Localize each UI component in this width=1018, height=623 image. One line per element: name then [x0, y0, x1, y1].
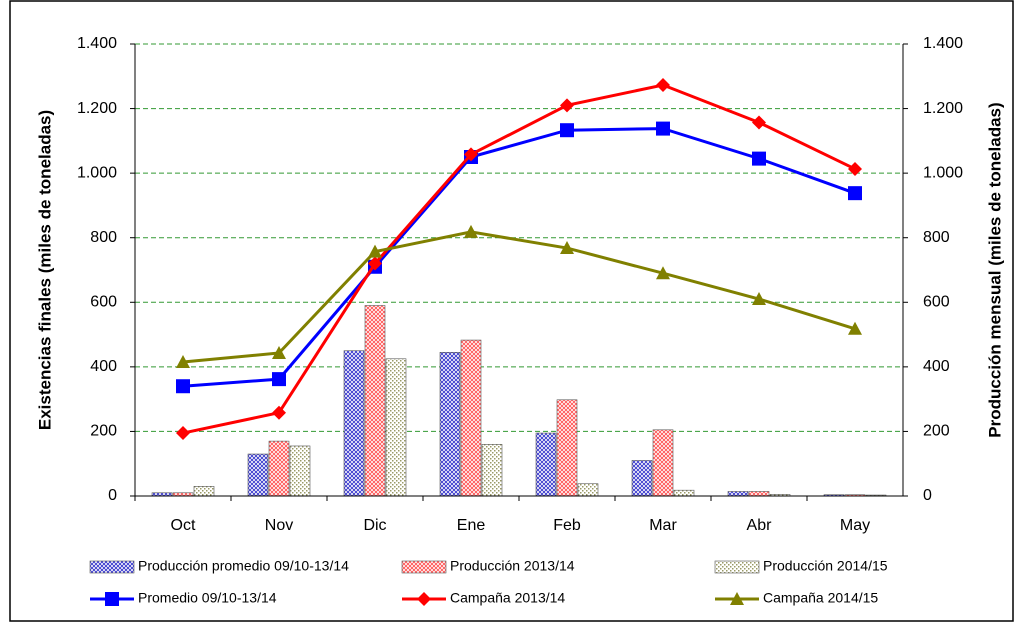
y-tick-label: 0: [108, 487, 117, 504]
bar: [439, 352, 461, 497]
point: [272, 405, 286, 420]
bar: [481, 444, 503, 497]
x-tick-label: Mar: [649, 517, 677, 534]
legend-swatch: [714, 560, 760, 574]
point: [176, 355, 190, 369]
point: [752, 151, 766, 166]
point: [368, 256, 382, 271]
legend-swatch: [401, 560, 447, 574]
point: [368, 244, 382, 258]
x-tick-label: Feb: [553, 517, 581, 534]
y2-tick-label: 800: [923, 229, 950, 246]
x-tick-label: Abr: [747, 517, 773, 534]
y2-tick-label: 0: [923, 487, 932, 504]
bar: [385, 358, 407, 497]
legend-label: Campaña 2014/15: [763, 590, 878, 606]
y2-tick-label: 1.400: [923, 35, 963, 52]
point: [752, 115, 766, 130]
bar: [364, 305, 386, 497]
y2-tick-label: 600: [923, 294, 950, 311]
point: [848, 321, 862, 335]
legend-swatch: [89, 560, 135, 574]
point: [848, 186, 862, 201]
bar: [460, 339, 482, 497]
bar: [289, 445, 311, 497]
bar: [727, 491, 749, 497]
y2-tick-label: 1.000: [923, 164, 963, 181]
y-tick-label: 1.200: [77, 100, 117, 117]
point: [176, 379, 190, 394]
point: [656, 266, 670, 280]
frame: [9, 0, 1014, 622]
point: [848, 161, 862, 176]
bar: [343, 350, 365, 497]
y-tick-label: 200: [90, 423, 117, 440]
legend-label: Producción 2013/14: [450, 558, 575, 574]
y-tick-label: 1.000: [77, 164, 117, 181]
bar: [535, 432, 557, 497]
point: [560, 241, 574, 255]
y-tick-label: 600: [90, 294, 117, 311]
point: [176, 426, 190, 441]
y-tick-label: 800: [90, 229, 117, 246]
point: [464, 147, 478, 162]
x-tick-label: Dic: [363, 517, 386, 534]
legend-label: Producción 2014/15: [763, 558, 888, 574]
point: [656, 78, 670, 93]
legend-label: Producción promedio 09/10-13/14: [138, 558, 349, 574]
bar: [652, 429, 674, 497]
point: [464, 224, 478, 238]
x-tick-label: May: [840, 517, 870, 534]
legend-label: Promedio 09/10-13/14: [138, 590, 277, 606]
x-tick-label: Nov: [265, 517, 293, 534]
line: [182, 83, 856, 435]
y-axis-title: Existencias finales (miles de toneladas): [35, 110, 54, 430]
point: [560, 123, 574, 138]
x-tick-label: Oct: [171, 517, 196, 534]
bar: [748, 491, 770, 497]
point: [560, 98, 574, 113]
bar: [631, 460, 653, 497]
point: [272, 345, 286, 359]
y-tick-label: 1.400: [77, 35, 117, 52]
bar: [268, 440, 290, 497]
bar: [193, 486, 215, 497]
bar: [556, 399, 578, 497]
y2-axis-title: Producción mensual (miles de toneladas): [985, 102, 1004, 437]
bar: [247, 453, 269, 497]
y2-tick-label: 1.200: [923, 100, 963, 117]
legend-label: Campaña 2013/14: [450, 590, 565, 606]
point: [656, 121, 670, 136]
line: [182, 230, 856, 364]
bar: [577, 483, 599, 497]
x-tick-label: Ene: [457, 517, 486, 534]
point: [272, 372, 286, 387]
legend-marker: [417, 592, 431, 606]
y2-tick-label: 400: [923, 358, 950, 375]
legend-marker: [730, 592, 744, 605]
line: [182, 127, 856, 388]
y-tick-label: 400: [90, 358, 117, 375]
bar: [673, 489, 695, 497]
y2-tick-label: 200: [923, 423, 950, 440]
point: [752, 292, 766, 306]
legend-marker: [105, 592, 119, 606]
